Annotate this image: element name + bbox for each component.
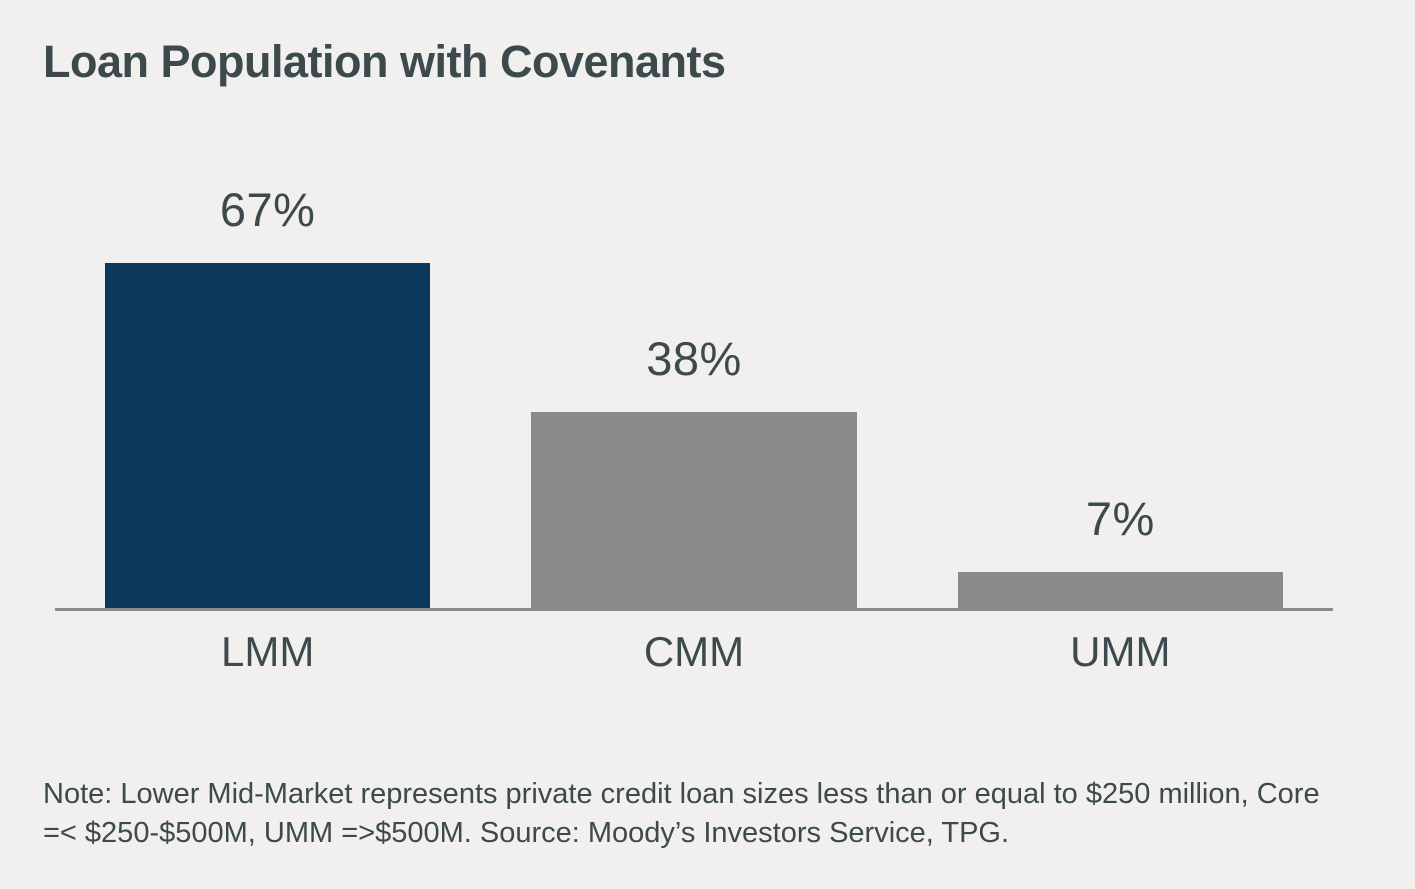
bar-lmm bbox=[105, 262, 431, 608]
bar-umm bbox=[957, 571, 1283, 608]
chart-title: Loan Population with Covenants bbox=[43, 36, 726, 87]
bar-group-umm: 7% bbox=[957, 491, 1283, 608]
bar-group-cmm: 38% bbox=[531, 332, 857, 608]
x-axis-label-umm: UMM bbox=[1070, 628, 1171, 675]
data-label-cmm: 38% bbox=[646, 332, 742, 386]
x-axis-labels: LMM CMM UMM bbox=[55, 631, 1333, 673]
bar-group-lmm: 67% bbox=[105, 182, 431, 608]
x-axis-label-lmm: LMM bbox=[220, 628, 315, 675]
plot-area: 67% 38% 7% bbox=[55, 130, 1333, 611]
bar-chart: 67% 38% 7% LMM CMM UMM bbox=[55, 130, 1333, 673]
footnote: Note: Lower Mid-Market represents privat… bbox=[43, 778, 1320, 849]
bar-cmm bbox=[531, 412, 857, 608]
data-label-umm: 7% bbox=[1085, 491, 1155, 545]
data-label-lmm: 67% bbox=[219, 182, 316, 236]
x-axis-label-cmm: CMM bbox=[643, 628, 745, 675]
